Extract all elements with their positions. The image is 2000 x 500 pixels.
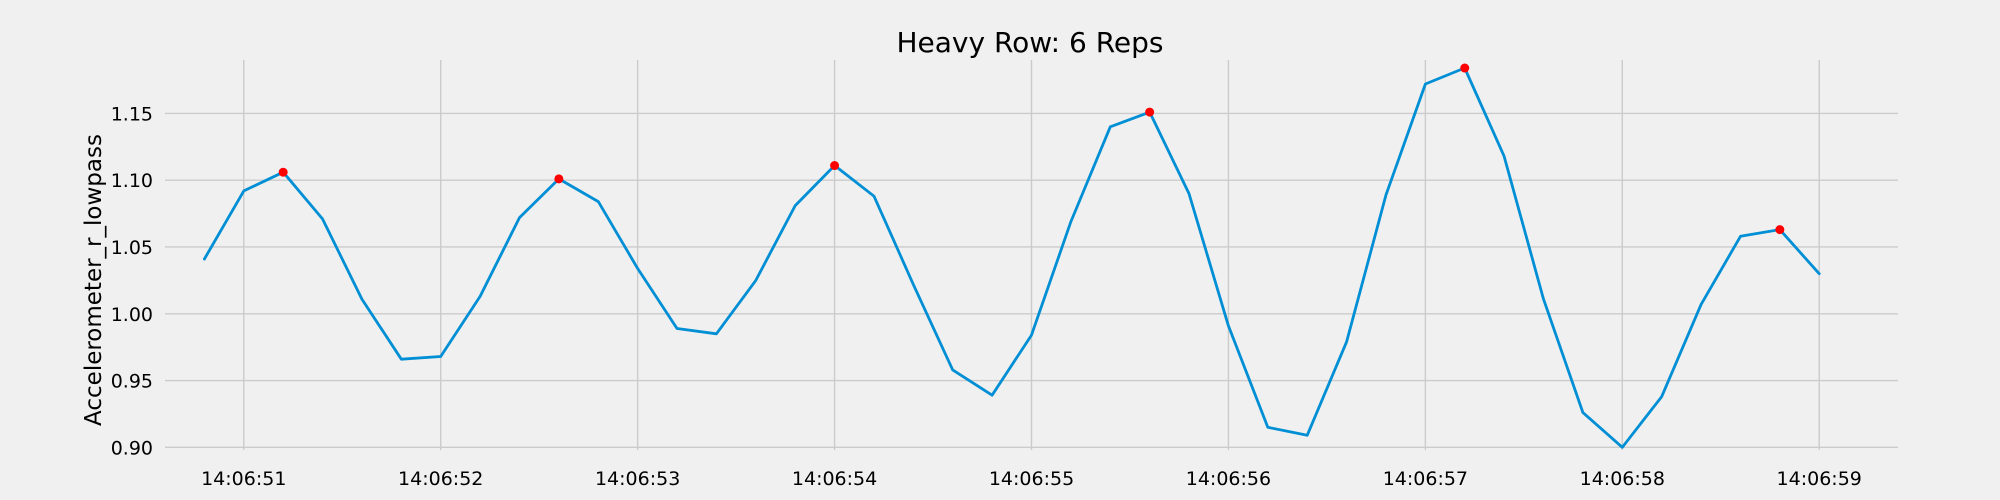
x-tick-label: 14:06:52 xyxy=(398,468,483,490)
series-layer xyxy=(202,66,1821,449)
x-tick-label: 14:06:59 xyxy=(1777,468,1862,490)
x-tick-labels: 14:06:51 14:06:52 14:06:53 14:06:54 14:06:55… xyxy=(201,468,1862,490)
peak-point xyxy=(1460,63,1470,73)
x-tick-label: 14:06:53 xyxy=(595,468,680,490)
peak-point xyxy=(830,161,840,171)
y-tick-label: 1.10 xyxy=(111,170,153,192)
y-tick-labels: 0.90 0.95 1.00 1.05 1.10 1.15 xyxy=(111,103,153,459)
y-tick-label: 1.00 xyxy=(111,304,153,326)
peak-point xyxy=(1145,107,1155,117)
y-tick-label: 0.95 xyxy=(111,371,153,393)
x-tick-label: 14:06:55 xyxy=(989,468,1074,490)
y-tick-label: 1.15 xyxy=(111,103,153,125)
x-tick-label: 14:06:51 xyxy=(201,468,286,490)
peaks-layer xyxy=(278,63,1785,235)
y-axis-label: Accelerometer_r_lowpass xyxy=(81,134,107,426)
chart-title: Heavy Row: 6 Reps xyxy=(896,26,1163,59)
grid xyxy=(165,60,1898,450)
x-tick-label: 14:06:54 xyxy=(792,468,877,490)
x-tick-label: 14:06:57 xyxy=(1383,468,1468,490)
x-tick-label: 14:06:58 xyxy=(1580,468,1665,490)
peak-point xyxy=(554,174,564,184)
y-tick-label: 0.90 xyxy=(111,437,153,459)
series-line xyxy=(202,66,1821,449)
peak-point xyxy=(1775,225,1785,235)
y-tick-label: 1.05 xyxy=(111,237,153,259)
peak-point xyxy=(278,167,288,177)
x-tick-label: 14:06:56 xyxy=(1186,468,1271,490)
